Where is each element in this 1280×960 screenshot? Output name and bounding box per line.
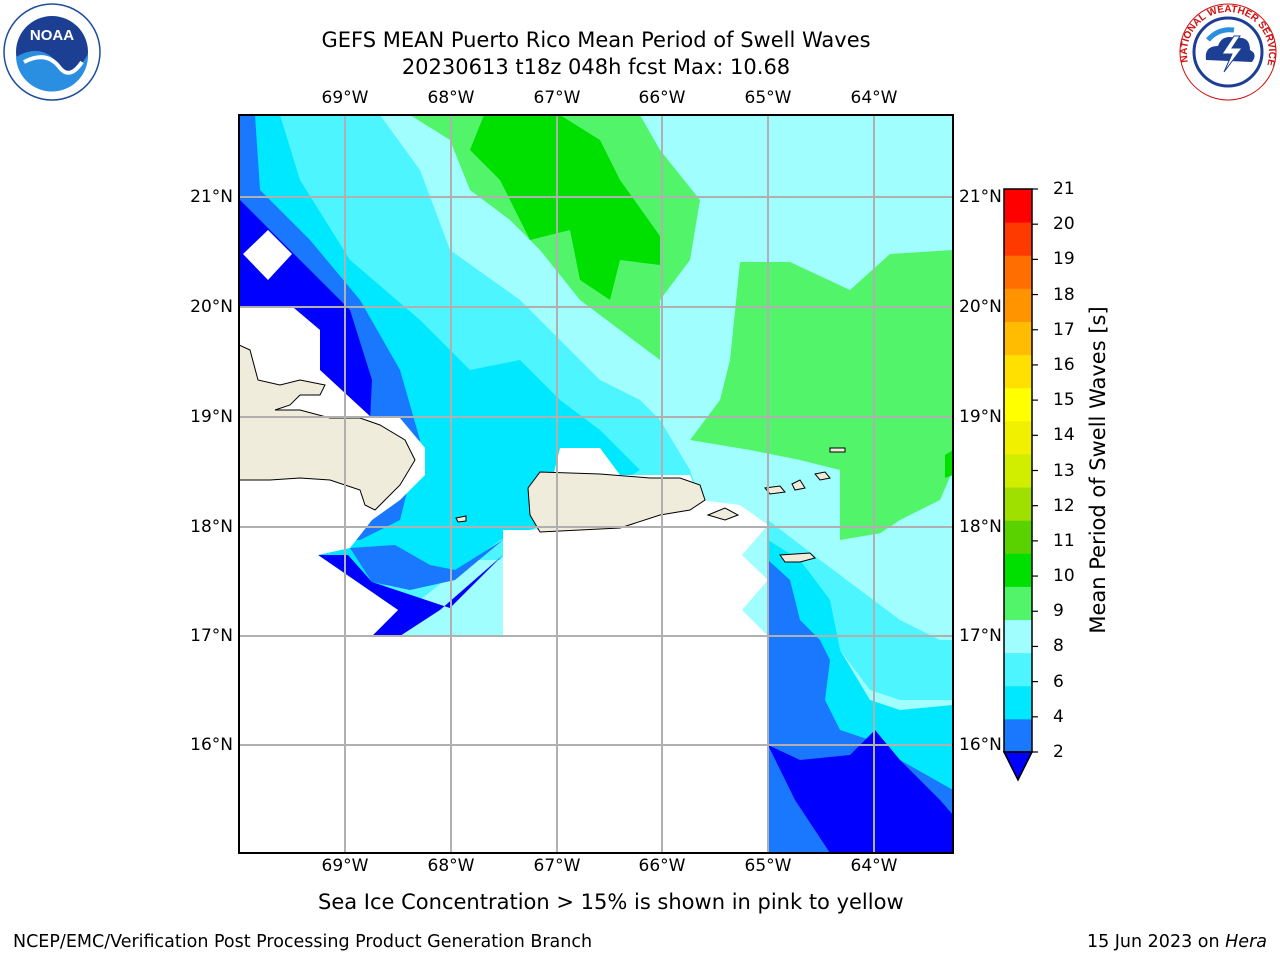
land-hispaniola — [239, 344, 416, 511]
colorbar-tick-label: 15 — [1053, 390, 1075, 411]
contour-below-2-se — [768, 730, 953, 853]
lat-label-right: 20°N — [959, 297, 1002, 317]
colorbar-tick-label: 12 — [1053, 495, 1075, 516]
lon-label-bottom: 65°W — [744, 856, 792, 876]
land-vieques — [706, 507, 740, 521]
lat-label-left: 19°N — [190, 407, 233, 427]
colorbar-segment — [1004, 685, 1032, 720]
noaa-logo-icon: NOAA — [3, 3, 101, 101]
map-title: GEFS MEAN Puerto Rico Mean Period of Swe… — [321, 28, 871, 52]
colorbar-tick-label: 10 — [1053, 566, 1075, 587]
lon-label-bottom: 66°W — [638, 856, 686, 876]
colorbar-tick-label: 11 — [1053, 530, 1075, 551]
colorbar-segment — [1004, 255, 1032, 289]
map-subtitle: 20230613 t18z 048h fcst Max: 10.68 — [401, 55, 791, 79]
lat-label-left: 21°N — [190, 187, 233, 207]
lon-label-top: 67°W — [533, 88, 581, 108]
colorbar-segment — [1004, 189, 1032, 223]
generation-date: 15 Jun 2023 on Hera — [1087, 932, 1267, 952]
lat-label-right: 18°N — [959, 517, 1002, 537]
colorbar-segment — [1004, 222, 1032, 256]
colorbar-tick-label: 19 — [1053, 249, 1075, 270]
masked-area-island — [243, 230, 292, 280]
colorbar-segment — [1004, 420, 1032, 455]
lat-label-left: 18°N — [190, 517, 233, 537]
colorbar-segment — [1004, 553, 1032, 587]
colorbar-segment — [1004, 487, 1032, 521]
colorbar-segment — [1004, 453, 1032, 488]
lon-label-top: 68°W — [427, 88, 475, 108]
lon-label-bottom: 69°W — [321, 856, 369, 876]
colorbar-segment — [1004, 321, 1032, 356]
colorbar-segment — [1004, 718, 1032, 753]
sea-ice-note: Sea Ice Concentration > 15% is shown in … — [318, 890, 904, 914]
masked-area-southwest — [239, 520, 398, 636]
lat-label-right: 19°N — [959, 407, 1002, 427]
colorbar-tick-label: 9 — [1053, 601, 1064, 622]
lon-label-bottom: 68°W — [427, 856, 475, 876]
map-frame — [238, 114, 954, 854]
colorbar-segment — [1004, 387, 1032, 422]
colorbar-segment — [1004, 619, 1032, 654]
producer-credit: NCEP/EMC/Verification Post Processing Pr… — [13, 932, 593, 952]
colorbar-tick-label: 2 — [1053, 742, 1064, 762]
colorbar-title: Mean Period of Swell Waves [s] — [1086, 306, 1110, 634]
map-grid — [239, 115, 953, 853]
colorbar-tick-label: 14 — [1053, 425, 1075, 446]
land-puerto-rico — [527, 471, 706, 533]
lat-label-left: 16°N — [190, 735, 233, 755]
colorbar-tick-label: 20 — [1053, 214, 1075, 235]
lon-label-top: 66°W — [638, 88, 686, 108]
lon-label-bottom: 67°W — [533, 856, 581, 876]
colorbar-tick-label: 18 — [1053, 284, 1075, 305]
contour-10-11-east — [945, 450, 953, 478]
colorbar-tick-label: 13 — [1053, 460, 1075, 481]
lon-label-top: 64°W — [850, 88, 898, 108]
lat-label-left: 17°N — [190, 626, 233, 646]
contour-6-8-se — [768, 520, 953, 700]
lon-label-bottom: 64°W — [850, 856, 898, 876]
colorbar-tick-label: 4 — [1053, 706, 1064, 727]
machine-name: Hera — [1225, 932, 1267, 952]
colorbar-tick-label: 6 — [1053, 671, 1064, 692]
lat-label-left: 20°N — [190, 297, 233, 317]
colorbar-tick-label: 16 — [1053, 354, 1075, 375]
contour-9-10-north — [410, 115, 700, 360]
contour-10-11-north — [470, 115, 660, 300]
lon-label-top: 69°W — [321, 88, 369, 108]
lat-label-right: 21°N — [959, 187, 1002, 207]
contour-9-10-east — [690, 250, 953, 545]
masked-area-south — [239, 448, 768, 853]
lat-label-right: 17°N — [959, 626, 1002, 646]
colorbar — [1002, 188, 1038, 782]
noaa-logo-text: NOAA — [30, 27, 74, 44]
lon-label-top: 65°W — [744, 88, 792, 108]
colorbar-tick-label: 21 — [1053, 179, 1075, 199]
colorbar-segment — [1004, 586, 1032, 621]
colorbar-tick-label: 8 — [1053, 636, 1064, 657]
colorbar-segment — [1004, 520, 1032, 554]
contour-2-4-south — [350, 540, 503, 590]
land-small-islands — [455, 447, 846, 523]
colorbar-tick-label: 17 — [1053, 319, 1075, 340]
colorbar-segment — [1004, 354, 1032, 389]
generation-date-text: 15 Jun 2023 on — [1086, 932, 1226, 952]
colorbar-extend-arrow — [1002, 751, 1034, 782]
colorbar-segment — [1004, 288, 1032, 322]
nws-logo-icon: NATIONAL WEATHER SERVICE — [1179, 3, 1277, 101]
land-st-croix — [779, 552, 816, 563]
colorbar-segment — [1004, 652, 1032, 687]
lat-label-right: 16°N — [959, 735, 1002, 755]
contour-below-2-south — [318, 555, 503, 636]
